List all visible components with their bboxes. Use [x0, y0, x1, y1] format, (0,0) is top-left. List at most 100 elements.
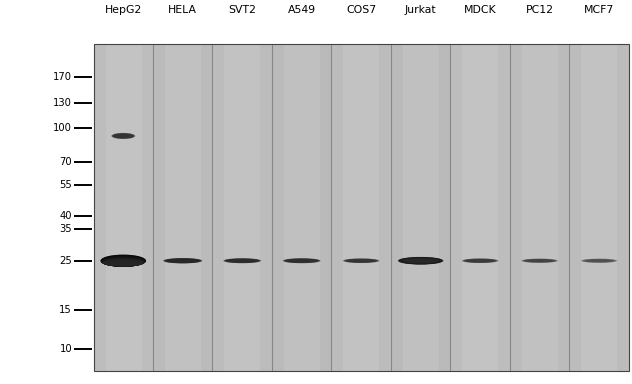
Ellipse shape: [227, 259, 258, 263]
Ellipse shape: [521, 259, 557, 263]
Ellipse shape: [582, 259, 616, 263]
Ellipse shape: [347, 259, 375, 262]
Ellipse shape: [224, 258, 260, 263]
Ellipse shape: [402, 258, 439, 263]
Ellipse shape: [399, 257, 442, 264]
Ellipse shape: [112, 133, 135, 139]
Ellipse shape: [401, 258, 441, 264]
Ellipse shape: [402, 258, 440, 263]
Ellipse shape: [463, 258, 498, 263]
Ellipse shape: [583, 259, 615, 262]
Ellipse shape: [523, 259, 556, 262]
Ellipse shape: [102, 257, 145, 266]
Ellipse shape: [283, 258, 320, 263]
Ellipse shape: [465, 259, 495, 262]
Ellipse shape: [522, 259, 557, 263]
Ellipse shape: [226, 259, 258, 263]
Ellipse shape: [112, 134, 134, 139]
Ellipse shape: [344, 258, 379, 263]
Text: MDCK: MDCK: [464, 5, 497, 15]
Text: 15: 15: [59, 305, 72, 314]
Ellipse shape: [166, 259, 200, 263]
Ellipse shape: [114, 134, 133, 138]
Ellipse shape: [226, 259, 258, 263]
Ellipse shape: [168, 259, 197, 262]
Ellipse shape: [102, 259, 144, 266]
Ellipse shape: [403, 258, 438, 263]
Text: MCF7: MCF7: [584, 5, 614, 15]
Ellipse shape: [228, 259, 257, 262]
Ellipse shape: [101, 256, 145, 267]
Text: HELA: HELA: [168, 5, 197, 15]
Ellipse shape: [102, 258, 144, 266]
Ellipse shape: [112, 133, 135, 139]
Text: 55: 55: [59, 180, 72, 190]
Ellipse shape: [401, 258, 440, 264]
Ellipse shape: [525, 259, 555, 262]
Ellipse shape: [224, 258, 261, 263]
Ellipse shape: [404, 258, 438, 263]
Ellipse shape: [344, 259, 379, 263]
Ellipse shape: [167, 259, 198, 263]
Ellipse shape: [101, 256, 145, 267]
Ellipse shape: [463, 259, 497, 263]
Ellipse shape: [102, 258, 144, 266]
Text: 40: 40: [59, 211, 72, 221]
Ellipse shape: [100, 255, 146, 267]
Ellipse shape: [464, 259, 496, 263]
Ellipse shape: [112, 133, 134, 139]
Ellipse shape: [102, 258, 144, 266]
Ellipse shape: [400, 257, 442, 264]
Ellipse shape: [225, 258, 260, 263]
Ellipse shape: [284, 258, 319, 263]
Text: HepG2: HepG2: [105, 5, 142, 15]
Ellipse shape: [228, 259, 257, 262]
Ellipse shape: [284, 258, 320, 263]
Ellipse shape: [523, 259, 557, 263]
Ellipse shape: [581, 259, 617, 263]
Ellipse shape: [346, 259, 377, 263]
Ellipse shape: [103, 260, 143, 266]
Ellipse shape: [164, 258, 202, 263]
Ellipse shape: [286, 259, 317, 263]
Ellipse shape: [224, 258, 260, 263]
Ellipse shape: [103, 259, 143, 266]
Ellipse shape: [285, 259, 319, 263]
Ellipse shape: [581, 259, 617, 263]
Ellipse shape: [523, 259, 556, 263]
Ellipse shape: [164, 258, 202, 263]
Ellipse shape: [463, 259, 497, 263]
Ellipse shape: [465, 259, 495, 263]
Ellipse shape: [286, 259, 317, 263]
Ellipse shape: [225, 259, 259, 263]
Ellipse shape: [343, 258, 379, 263]
Ellipse shape: [521, 259, 558, 263]
Ellipse shape: [287, 259, 317, 262]
Ellipse shape: [347, 259, 375, 262]
Ellipse shape: [102, 257, 145, 267]
Ellipse shape: [166, 258, 200, 263]
Text: 25: 25: [59, 256, 72, 266]
Ellipse shape: [465, 259, 495, 263]
Ellipse shape: [286, 259, 318, 263]
Ellipse shape: [103, 260, 143, 266]
Ellipse shape: [101, 255, 145, 267]
Ellipse shape: [166, 259, 199, 263]
Ellipse shape: [226, 259, 258, 263]
Ellipse shape: [398, 257, 443, 265]
Ellipse shape: [583, 259, 615, 262]
Text: A549: A549: [288, 5, 316, 15]
Ellipse shape: [287, 259, 316, 262]
Ellipse shape: [523, 259, 556, 263]
Ellipse shape: [584, 259, 614, 262]
Ellipse shape: [114, 134, 133, 138]
Ellipse shape: [101, 257, 145, 267]
Ellipse shape: [464, 259, 497, 263]
Ellipse shape: [583, 259, 616, 263]
Ellipse shape: [165, 258, 200, 263]
Ellipse shape: [399, 257, 442, 264]
Ellipse shape: [104, 261, 143, 266]
Ellipse shape: [113, 134, 133, 138]
Ellipse shape: [404, 258, 437, 263]
Ellipse shape: [167, 259, 198, 263]
